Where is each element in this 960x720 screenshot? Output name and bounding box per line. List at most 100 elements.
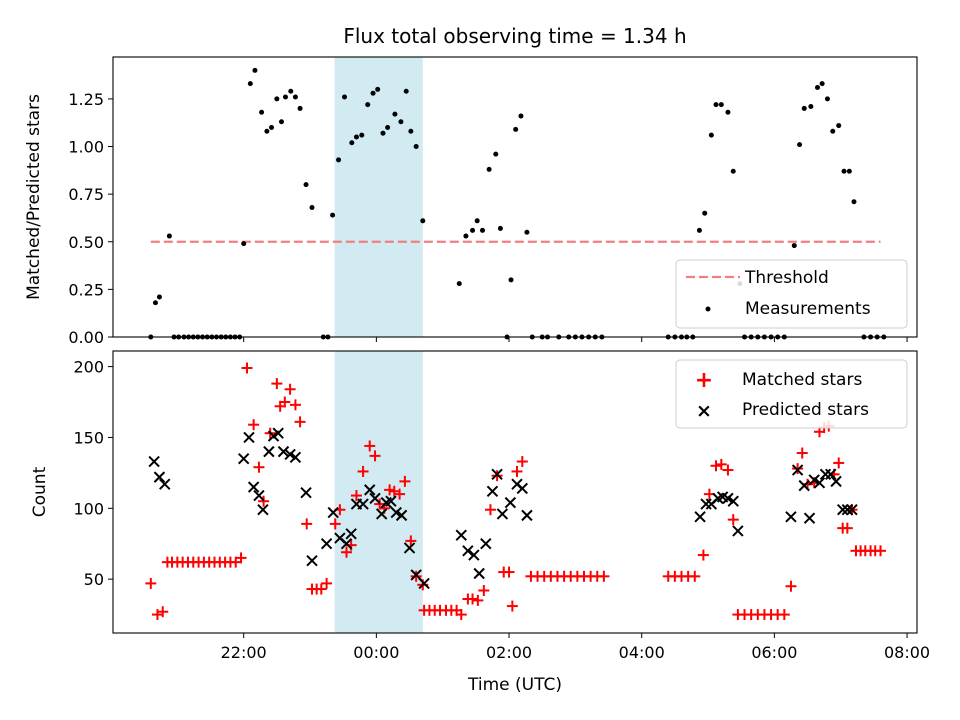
measurement-point — [801, 105, 807, 111]
measurement-point — [497, 225, 503, 231]
matched-point — [284, 383, 296, 395]
predicted-point — [357, 498, 369, 510]
measurement-point — [349, 140, 355, 146]
predicted-point — [327, 506, 339, 519]
predicted-point — [694, 511, 706, 523]
predicted-point — [395, 509, 408, 522]
measurement-point — [330, 212, 336, 218]
predicted-point — [159, 478, 171, 490]
measurement-point — [730, 168, 736, 174]
ratio-y-tick-label: 0.25 — [68, 280, 104, 299]
matched-point — [394, 488, 406, 500]
matched-point — [248, 419, 260, 431]
matched-point — [785, 580, 797, 592]
ratio-legend: Threshold Measurements — [675, 259, 908, 329]
predicted-point — [153, 471, 166, 483]
count-y-tick-label: 200 — [73, 358, 104, 377]
measurement-point — [303, 182, 309, 188]
matched-point — [778, 609, 790, 621]
count-highlight-span — [334, 351, 423, 633]
measurement-point — [342, 94, 348, 100]
matched-point — [341, 546, 353, 558]
predicted-point — [813, 477, 826, 489]
matched-point — [279, 396, 291, 408]
matched-point — [258, 495, 270, 507]
measurement-point — [353, 134, 359, 140]
measurement-point — [725, 109, 731, 115]
predicted-point — [846, 504, 858, 516]
measurement-point — [518, 113, 524, 119]
measurement-point — [259, 109, 265, 115]
predicted-point — [284, 448, 296, 461]
predicted-point — [516, 482, 529, 495]
measurement-point — [336, 157, 342, 163]
svg-text:+: + — [695, 368, 713, 393]
predicted-point — [785, 511, 797, 523]
measurement-point — [702, 210, 708, 216]
matched-point — [321, 577, 333, 589]
matched-point — [405, 535, 417, 547]
matched-point — [484, 504, 496, 516]
measurement-point — [392, 111, 398, 117]
x-tick-label: 00:00 — [353, 643, 399, 662]
ratio-y-tick-label: 0.75 — [68, 185, 104, 204]
svg-text:×: × — [696, 400, 712, 422]
predicted-point — [732, 525, 744, 537]
predicted-point — [722, 492, 734, 505]
matched-point — [329, 518, 341, 530]
measurement-point — [370, 90, 376, 96]
matched-point — [841, 522, 853, 534]
measurement-point — [524, 229, 530, 235]
measurement-point — [486, 166, 492, 172]
measurement-point — [380, 130, 386, 136]
measurement-point — [479, 227, 485, 233]
matched-point — [151, 609, 163, 621]
predicted-point — [496, 508, 509, 520]
matched-point — [697, 549, 709, 561]
matched-point — [289, 399, 301, 411]
measurement-point — [463, 233, 469, 239]
matched-point — [792, 463, 804, 475]
measurement-point — [718, 102, 724, 108]
count-y-label: Count — [30, 466, 50, 517]
measurement-point — [278, 119, 284, 125]
measurement-point — [830, 128, 836, 134]
ratio-y-tick-label: 0.00 — [68, 328, 104, 347]
measurement-point — [713, 102, 719, 108]
predicted-point — [300, 487, 312, 499]
predicted-point — [243, 431, 255, 444]
count-y-tick-label: 50 — [84, 570, 104, 589]
matched-point — [364, 440, 376, 452]
measurement-point — [309, 204, 315, 210]
matched-point — [301, 518, 313, 530]
ratio-panel: 0.00 0.25 0.50 0.75 1.00 1.25 Matched/Predict… — [24, 56, 918, 347]
predicted-point — [272, 427, 284, 439]
predicted-point — [320, 538, 333, 550]
predicted-point — [727, 495, 739, 507]
measurement-point — [375, 86, 381, 92]
matched-point — [399, 475, 411, 487]
predicted-point — [277, 445, 290, 458]
x-tick-label: 04:00 — [619, 643, 665, 662]
matched-point — [689, 570, 701, 582]
x-axis-label: Time (UTC) — [467, 675, 562, 695]
measurement-point — [474, 218, 480, 224]
predicted-point — [148, 455, 160, 468]
measurement-point — [241, 241, 247, 247]
measurement-point — [166, 233, 172, 239]
matched-point — [145, 577, 157, 589]
measurement-point — [359, 132, 365, 138]
matched-point — [796, 447, 808, 459]
predicted-point — [306, 555, 318, 567]
ratio-y-tick-label: 0.50 — [68, 233, 104, 252]
predicted-point — [803, 512, 816, 524]
predicted-point — [808, 474, 820, 486]
predicted-point — [491, 468, 503, 480]
measurement-point — [841, 168, 847, 174]
matched-point — [410, 570, 422, 582]
measurement-point — [408, 128, 414, 134]
measurement-point — [269, 124, 275, 130]
measurement-point — [152, 300, 158, 306]
measurement-point — [791, 243, 797, 249]
